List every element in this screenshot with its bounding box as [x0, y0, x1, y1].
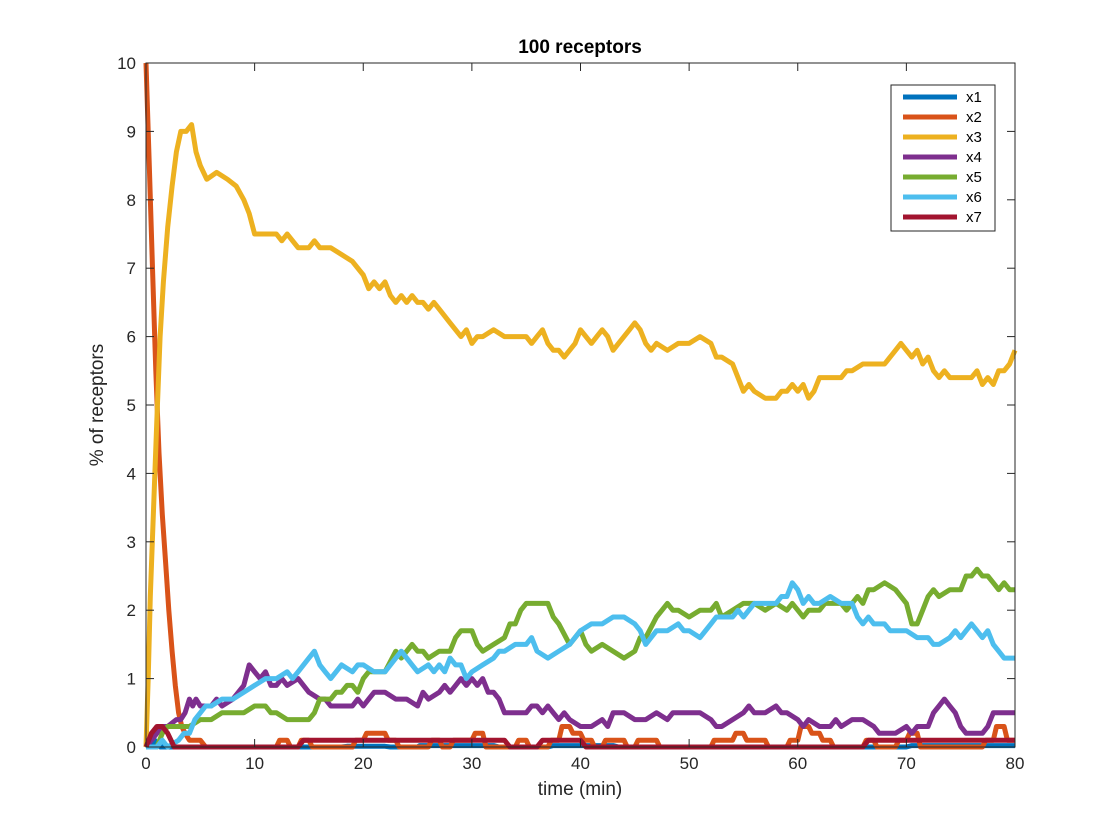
- series-line-x5: [146, 566, 1015, 750]
- y-tick-label: 2: [127, 601, 136, 620]
- series-line-x4: [144, 662, 1015, 749]
- x-tick-label: 40: [571, 754, 590, 773]
- y-tick-label: 9: [127, 122, 136, 141]
- legend-label-x5: x5: [966, 169, 982, 186]
- x-tick-label: 20: [354, 754, 373, 773]
- y-tick-label: 10: [117, 54, 136, 73]
- ticks-layer: 0 10 20 30 40 50 60 70 80 0 1 2 3 4 5 6 7 8 9 10: [117, 54, 1024, 773]
- legend-label-x7: x7: [966, 209, 982, 226]
- x-tick-label: 50: [680, 754, 699, 773]
- x-axis-title: time (min): [538, 779, 622, 800]
- y-tick-label: 5: [127, 396, 136, 415]
- series-line-x6: [146, 580, 1015, 750]
- x-tick-label: 70: [897, 754, 916, 773]
- y-tick-label: 3: [127, 533, 136, 552]
- y-tick-label: 8: [127, 191, 136, 210]
- legend: x1 x2 x3 x4 x5 x6 x7: [890, 84, 996, 232]
- legend-label-x3: x3: [966, 129, 982, 146]
- y-tick-label: 1: [127, 670, 136, 689]
- x-tick-label: 30: [462, 754, 481, 773]
- series-line-x3: [143, 122, 1018, 748]
- plot-area: [146, 63, 1015, 747]
- chart-title: 100 receptors: [518, 37, 642, 58]
- legend-label-x4: x4: [966, 149, 982, 166]
- y-tick-label: 6: [127, 328, 136, 347]
- legend-label-x6: x6: [966, 189, 982, 206]
- x-tick-label: 80: [1006, 754, 1025, 773]
- legend-label-x2: x2: [966, 109, 982, 126]
- y-axis-title: % of receptors: [87, 344, 108, 467]
- x-tick-label: 0: [141, 754, 150, 773]
- x-tick-label: 60: [788, 754, 807, 773]
- y-tick-label: 7: [127, 259, 136, 278]
- y-tick-label: 0: [127, 738, 136, 757]
- legend-label-x1: x1: [966, 89, 982, 106]
- y-tick-label: 4: [127, 464, 136, 483]
- x-tick-label: 10: [245, 754, 264, 773]
